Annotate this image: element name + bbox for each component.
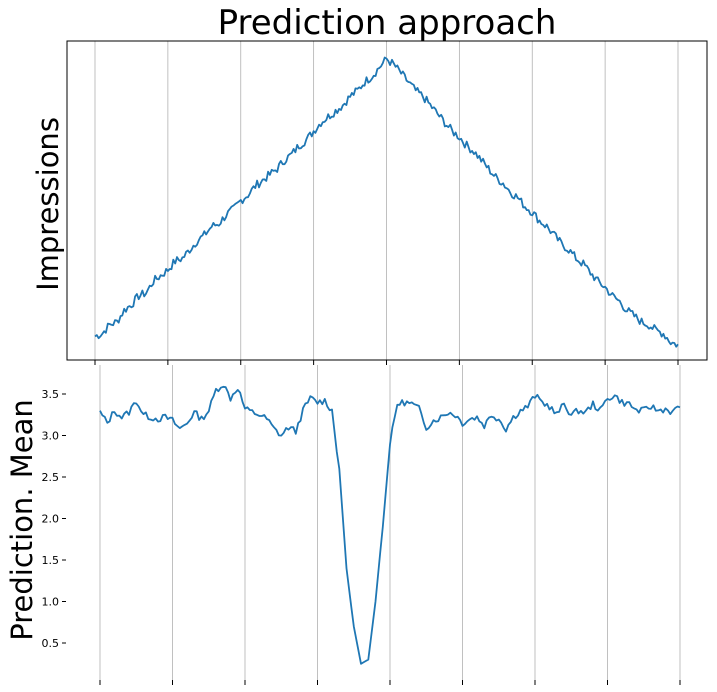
prediction-mean-series-line (99, 385, 681, 665)
top-plot-frame (66, 40, 708, 361)
chart-title: Prediction approach (218, 3, 557, 43)
bottom-y-tick-labels: 0.5 1.0 1.5 2.0 2.5 3.0 3.5 (42, 388, 66, 650)
top-x-ticks (94, 360, 679, 365)
impressions-panel: Prediction approach Impressions (31, 3, 708, 365)
bottom-y-tick-label: 0.5 (42, 637, 60, 650)
prediction-mean-panel: Prediction. Mean 0.5 1.0 1.5 2.0 2.5 3.0 3.5 (5, 365, 681, 685)
bottom-y-tick-label: 2.5 (42, 471, 60, 484)
bottom-y-tick-label: 3.0 (42, 430, 60, 443)
bottom-y-tick-label: 1.0 (42, 596, 60, 609)
bottom-x-ticks (99, 680, 681, 685)
bottom-y-tick-label: 3.5 (42, 388, 60, 401)
bottom-grid-lines (99, 365, 681, 680)
y-axis-label-prediction-mean: Prediction. Mean (5, 399, 39, 641)
y-axis-label-impressions: Impressions (31, 117, 65, 291)
impressions-series-line (94, 56, 679, 348)
top-grid-lines (94, 41, 679, 360)
bottom-y-tick-label: 2.0 (42, 513, 60, 526)
bottom-y-tick-label: 1.5 (42, 554, 60, 567)
